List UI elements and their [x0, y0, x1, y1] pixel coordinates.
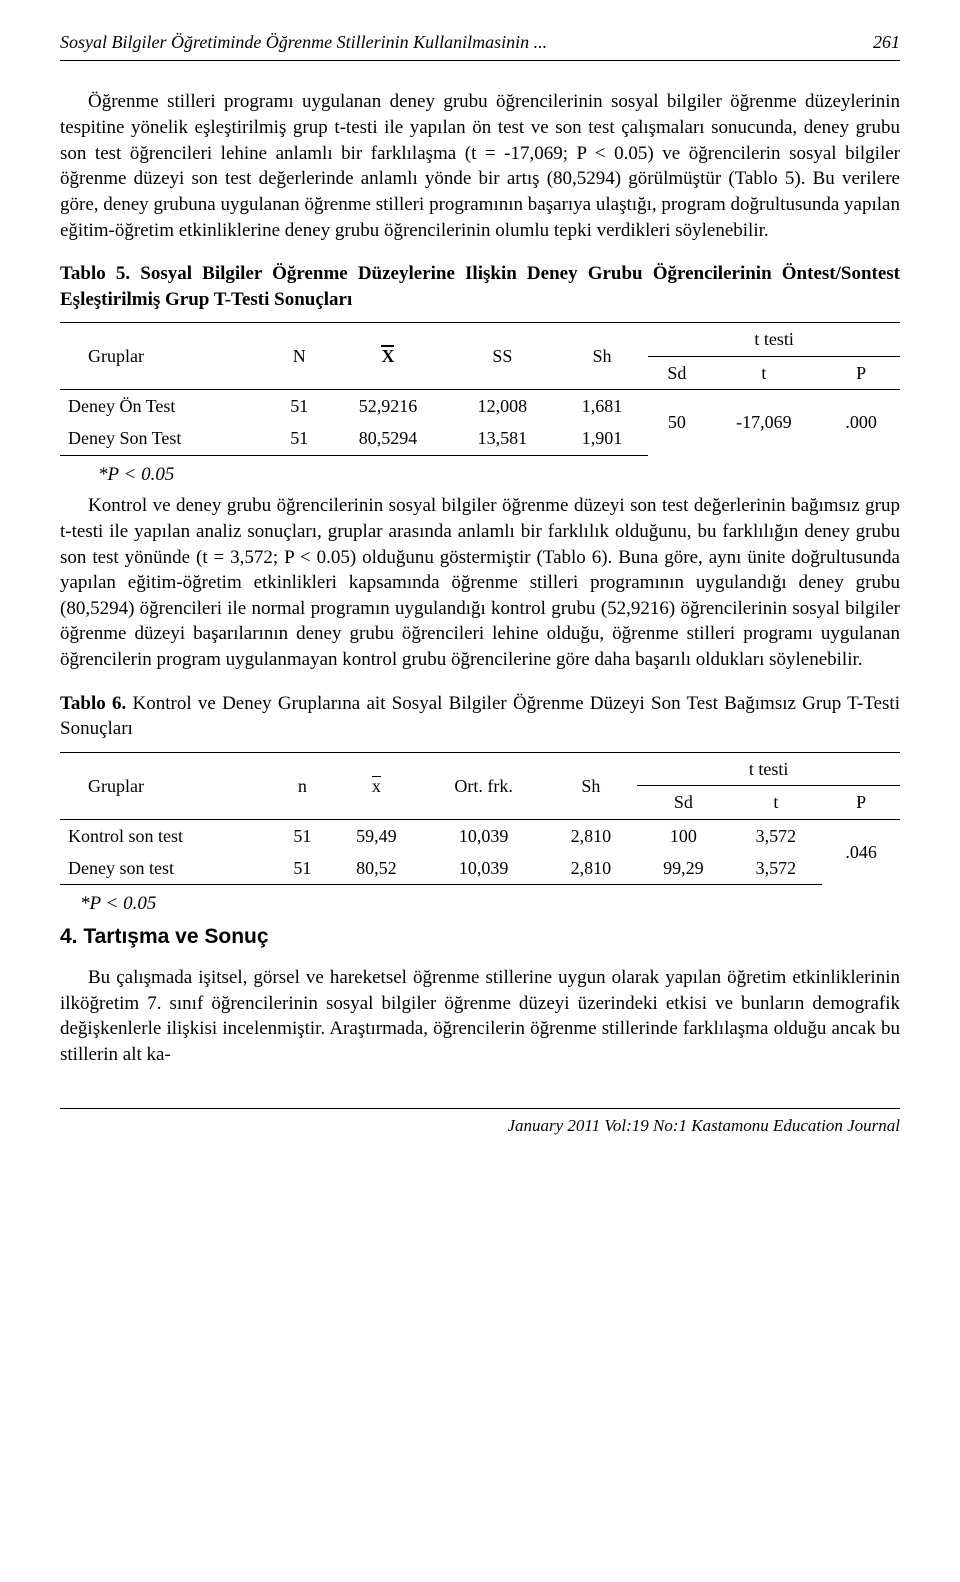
t6-r0-x: 59,49: [330, 819, 423, 852]
t5-r1-ss: 13,581: [449, 422, 556, 455]
table6: Gruplar n x Ort. frk. Sh t testi Sd t P …: [60, 752, 900, 885]
t6-h-ortfrk: Ort. frk.: [423, 753, 545, 820]
t6-r1-n: 51: [275, 852, 331, 885]
running-header: Sosyal Bilgiler Öğretiminde Öğrenme Stil…: [60, 30, 900, 54]
table6-title-text: Kontrol ve Deney Gruplarına ait Sosyal B…: [60, 693, 900, 740]
t5-r0-n: 51: [272, 390, 328, 423]
t6-r0-sh: 2,810: [545, 819, 638, 852]
t5-h-n: N: [272, 323, 328, 390]
t5-h-x: X: [327, 323, 449, 390]
t5-h-ttest: t testi: [648, 323, 900, 356]
t6-h-n: n: [275, 753, 331, 820]
paragraph-2: Kontrol ve deney grubu öğrencilerinin so…: [60, 493, 900, 672]
table6-label: Tablo 6.: [60, 693, 126, 714]
t5-r0-x: 52,9216: [327, 390, 449, 423]
t5-t: -17,069: [705, 390, 822, 456]
t5-h-p: P: [822, 356, 900, 389]
p-note-2: *P < 0.05: [80, 891, 900, 917]
paragraph-3: Bu çalışmada işitsel, görsel ve harekets…: [60, 965, 900, 1068]
t5-h-sh: Sh: [556, 323, 648, 390]
section-heading: 4. Tartışma ve Sonuç: [60, 923, 900, 951]
t5-r0-grup: Deney Ön Test: [60, 390, 272, 423]
t5-r1-sh: 1,901: [556, 422, 648, 455]
t6-h-gruplar: Gruplar: [60, 753, 275, 820]
table5-title: Tablo 5. Sosyal Bilgiler Öğrenme Düzeyle…: [60, 261, 900, 312]
table5: Gruplar N X SS Sh t testi Sd t P Deney Ö…: [60, 322, 900, 455]
paragraph-1: Öğrenme stilleri programı uygulanan dene…: [60, 89, 900, 243]
p-note-1: *P < 0.05: [98, 462, 900, 488]
footer: January 2011 Vol:19 No:1 Kastamonu Educa…: [60, 1108, 900, 1138]
t5-h-ss: SS: [449, 323, 556, 390]
t6-r1-x: 80,52: [330, 852, 423, 885]
footer-text: January 2011 Vol:19 No:1 Kastamonu Educa…: [507, 1116, 900, 1135]
t5-r1-grup: Deney Son Test: [60, 422, 272, 455]
t6-r0-grup: Kontrol son test: [60, 819, 275, 852]
t5-p: .000: [822, 390, 900, 456]
table5-title-text: Sosyal Bilgiler Öğrenme Düzeylerine Iliş…: [60, 263, 900, 310]
t5-h-t: t: [705, 356, 822, 389]
t6-p: .046: [822, 819, 900, 885]
t6-r0-n: 51: [275, 819, 331, 852]
t6-r1-t: 3,572: [730, 852, 823, 885]
t5-sd: 50: [648, 390, 705, 456]
t6-r1-sh: 2,810: [545, 852, 638, 885]
t6-h-x: x: [330, 753, 423, 820]
t6-r1-sd: 99,29: [637, 852, 730, 885]
t6-r0-sd: 100: [637, 819, 730, 852]
t6-h-sd: Sd: [637, 786, 730, 819]
t6-r1-grup: Deney son test: [60, 852, 275, 885]
t5-h-gruplar: Gruplar: [60, 323, 272, 390]
t5-r0-sh: 1,681: [556, 390, 648, 423]
t6-r1-ortfrk: 10,039: [423, 852, 545, 885]
table6-title: Tablo 6. Kontrol ve Deney Gruplarına ait…: [60, 691, 900, 742]
header-rule: [60, 60, 900, 61]
t6-h-ttest: t testi: [637, 753, 900, 786]
t6-r0-t: 3,572: [730, 819, 823, 852]
t6-h-sh: Sh: [545, 753, 638, 820]
t5-r0-ss: 12,008: [449, 390, 556, 423]
t6-h-p: P: [822, 786, 900, 819]
t6-r0-ortfrk: 10,039: [423, 819, 545, 852]
table5-label: Tablo 5.: [60, 263, 130, 284]
t5-h-sd: Sd: [648, 356, 705, 389]
t6-h-t: t: [730, 786, 823, 819]
t5-r1-n: 51: [272, 422, 328, 455]
page-number: 261: [873, 30, 900, 54]
t5-r1-x: 80,5294: [327, 422, 449, 455]
running-title: Sosyal Bilgiler Öğretiminde Öğrenme Stil…: [60, 30, 547, 54]
